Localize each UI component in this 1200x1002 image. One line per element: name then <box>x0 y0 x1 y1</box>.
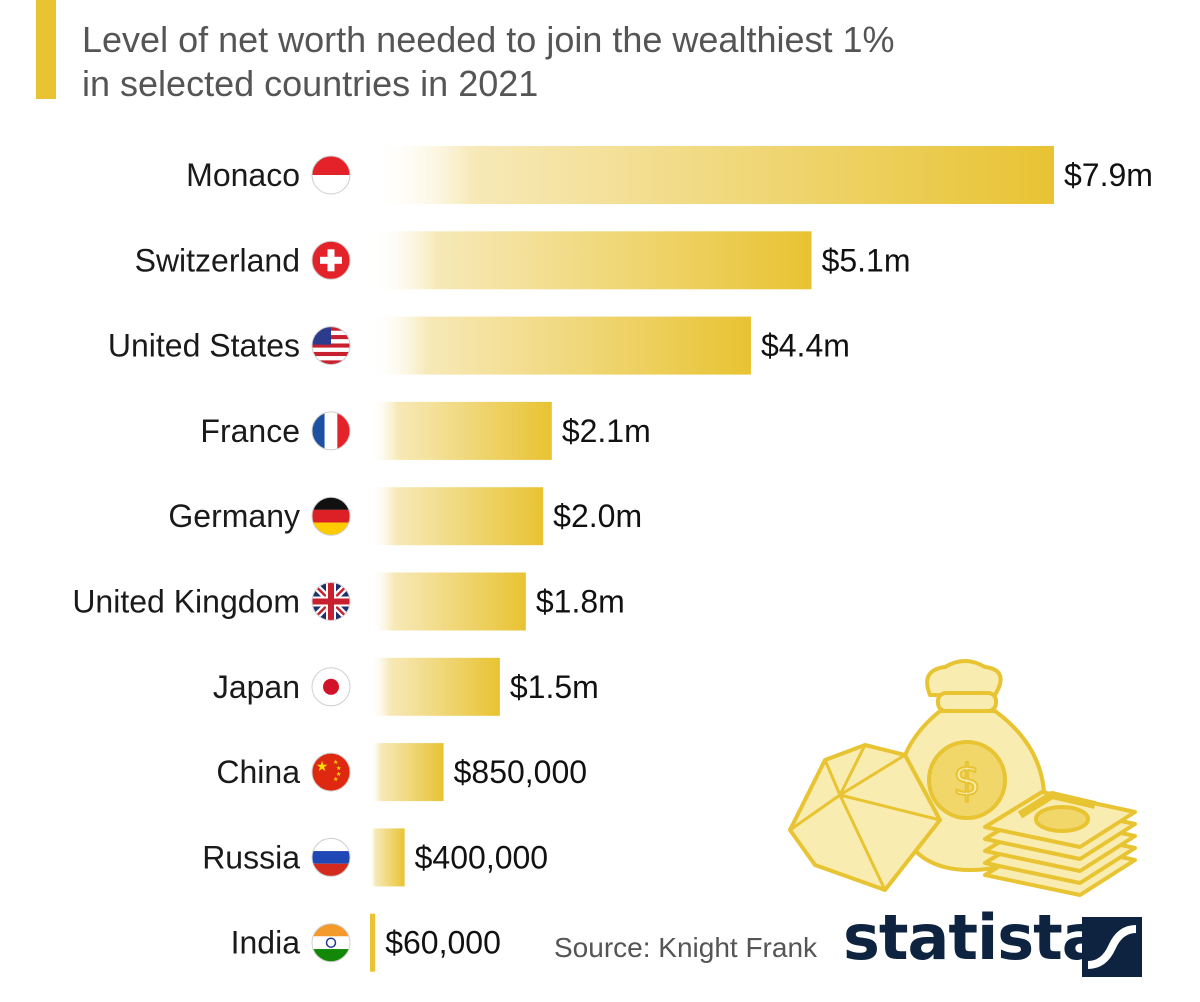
svg-text:★: ★ <box>336 765 341 772</box>
statista-logo[interactable]: statista <box>843 901 1104 974</box>
bar <box>370 316 751 375</box>
russia-flag-icon <box>311 837 351 877</box>
source-note: Source: Knight Frank <box>554 932 818 963</box>
svg-text:★: ★ <box>336 771 341 778</box>
category-label: France <box>200 413 300 449</box>
france-flag-icon <box>311 411 351 451</box>
cash-stack-icon <box>983 790 1137 897</box>
value-label: $1.8m <box>536 584 625 620</box>
bar-row: India $60,000 <box>231 913 501 972</box>
value-label: $60,000 <box>385 925 501 961</box>
value-label: $4.4m <box>761 328 850 364</box>
bar <box>370 743 444 802</box>
category-label: Monaco <box>186 157 300 193</box>
bar-row: United Kingdom $1.8m <box>72 572 625 631</box>
chart-title: Level of net worth needed to join the we… <box>82 18 1142 106</box>
japan-flag-icon <box>311 667 351 707</box>
bar-row: Russia $400,000 <box>202 828 548 887</box>
bar-row: Japan $1.5m <box>213 657 599 716</box>
bar <box>370 913 376 972</box>
category-label: Japan <box>213 669 300 705</box>
category-label: United States <box>108 328 300 364</box>
category-label: Germany <box>168 498 300 534</box>
chart-title-line-2: in selected countries in 2021 <box>82 63 539 104</box>
china-flag-icon: ★ ★★★★ <box>311 752 351 792</box>
category-label: Switzerland <box>135 242 300 278</box>
bar <box>370 487 544 546</box>
bar-row: United States $4.4m <box>108 316 850 375</box>
svg-text:★: ★ <box>333 759 338 766</box>
value-label: $5.1m <box>822 242 911 278</box>
bar-row: Germany $2.0m <box>168 487 642 546</box>
bar <box>370 146 1054 204</box>
value-label: $7.9m <box>1064 157 1153 193</box>
bar <box>370 401 552 460</box>
value-label: $850,000 <box>454 754 587 790</box>
value-label: $1.5m <box>510 669 599 705</box>
svg-text:$: $ <box>953 755 981 806</box>
united-states-flag-icon <box>311 326 351 366</box>
bar <box>370 572 526 631</box>
svg-text:★: ★ <box>316 758 329 774</box>
chart-title-line-1: Level of net worth needed to join the we… <box>82 19 895 60</box>
bar-row: China ★ ★★★★ $850,000 <box>216 743 587 802</box>
value-label: $400,000 <box>415 839 548 875</box>
category-label: Russia <box>202 839 300 875</box>
svg-text:★: ★ <box>333 776 338 783</box>
united-kingdom-flag-icon <box>311 582 351 621</box>
switzerland-flag-icon <box>311 240 351 280</box>
bar-row: Switzerland $5.1m <box>135 231 911 290</box>
money-illustration: $ <box>788 659 1137 897</box>
bar <box>370 828 405 887</box>
monaco-flag-icon <box>311 155 351 195</box>
statista-logo-icon[interactable] <box>1082 917 1142 977</box>
category-label: China <box>216 754 300 790</box>
india-flag-icon <box>311 923 351 963</box>
value-label: $2.0m <box>553 498 642 534</box>
germany-flag-icon <box>311 496 351 536</box>
title-accent-bar <box>36 0 56 99</box>
value-label: $2.1m <box>562 413 651 449</box>
bar-row: Monaco $7.9m <box>186 146 1153 204</box>
bar <box>370 657 500 716</box>
category-label: United Kingdom <box>72 584 300 620</box>
category-label: India <box>231 925 301 961</box>
bar <box>370 231 812 290</box>
diamond-icon <box>788 743 942 892</box>
bar-row: France $2.1m <box>200 401 651 460</box>
